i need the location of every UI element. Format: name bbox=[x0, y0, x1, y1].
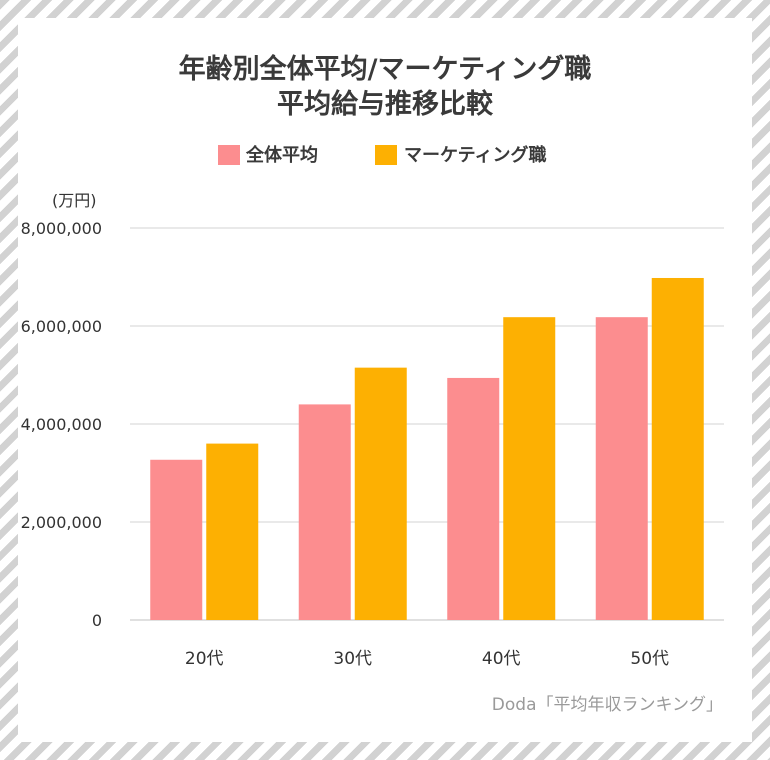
bar-marketing-0 bbox=[206, 443, 259, 620]
bar-marketing-3 bbox=[651, 277, 704, 620]
legend-label-marketing: マーケティング職 bbox=[404, 144, 547, 166]
legend-swatch-overall bbox=[218, 145, 240, 165]
x-category-label: 50代 bbox=[630, 649, 669, 669]
chart-title-line-1: 年齢別全体平均/マーケティング職 bbox=[179, 53, 592, 85]
x-axis-labels: 20代 30代 40代 50代 bbox=[185, 649, 669, 669]
chart-title-line-2: 平均給与推移比較 bbox=[277, 88, 494, 120]
y-axis-ticks: 0 2,000,000 4,000,000 6,000,000 8,000,000 bbox=[21, 219, 102, 630]
bars bbox=[150, 277, 704, 620]
bar-chart: 年齢別全体平均/マーケティング職 平均給与推移比較 全体平均 マーケティング職 … bbox=[21, 53, 724, 715]
y-tick-label: 8,000,000 bbox=[21, 219, 102, 238]
chart-panel: 年齢別全体平均/マーケティング職 平均給与推移比較 全体平均 マーケティング職 … bbox=[18, 18, 752, 742]
legend-swatch-marketing bbox=[375, 145, 397, 165]
bar-overall-2 bbox=[447, 377, 500, 620]
x-category-label: 20代 bbox=[185, 649, 224, 669]
y-tick-label: 0 bbox=[92, 611, 102, 630]
legend: 全体平均 マーケティング職 bbox=[218, 144, 547, 166]
bar-marketing-1 bbox=[354, 367, 407, 620]
y-tick-label: 4,000,000 bbox=[21, 415, 102, 434]
source-note: Doda「平均年収ランキング」 bbox=[492, 695, 723, 715]
x-category-label: 30代 bbox=[333, 649, 372, 669]
y-tick-label: 2,000,000 bbox=[21, 513, 102, 532]
legend-label-overall: 全体平均 bbox=[245, 144, 318, 166]
x-category-label: 40代 bbox=[482, 649, 521, 669]
y-axis-unit: (万円) bbox=[52, 191, 97, 210]
bar-overall-0 bbox=[150, 459, 203, 620]
bar-overall-3 bbox=[595, 317, 648, 620]
bar-overall-1 bbox=[298, 404, 351, 620]
y-tick-label: 6,000,000 bbox=[21, 317, 102, 336]
bar-marketing-2 bbox=[503, 317, 556, 620]
